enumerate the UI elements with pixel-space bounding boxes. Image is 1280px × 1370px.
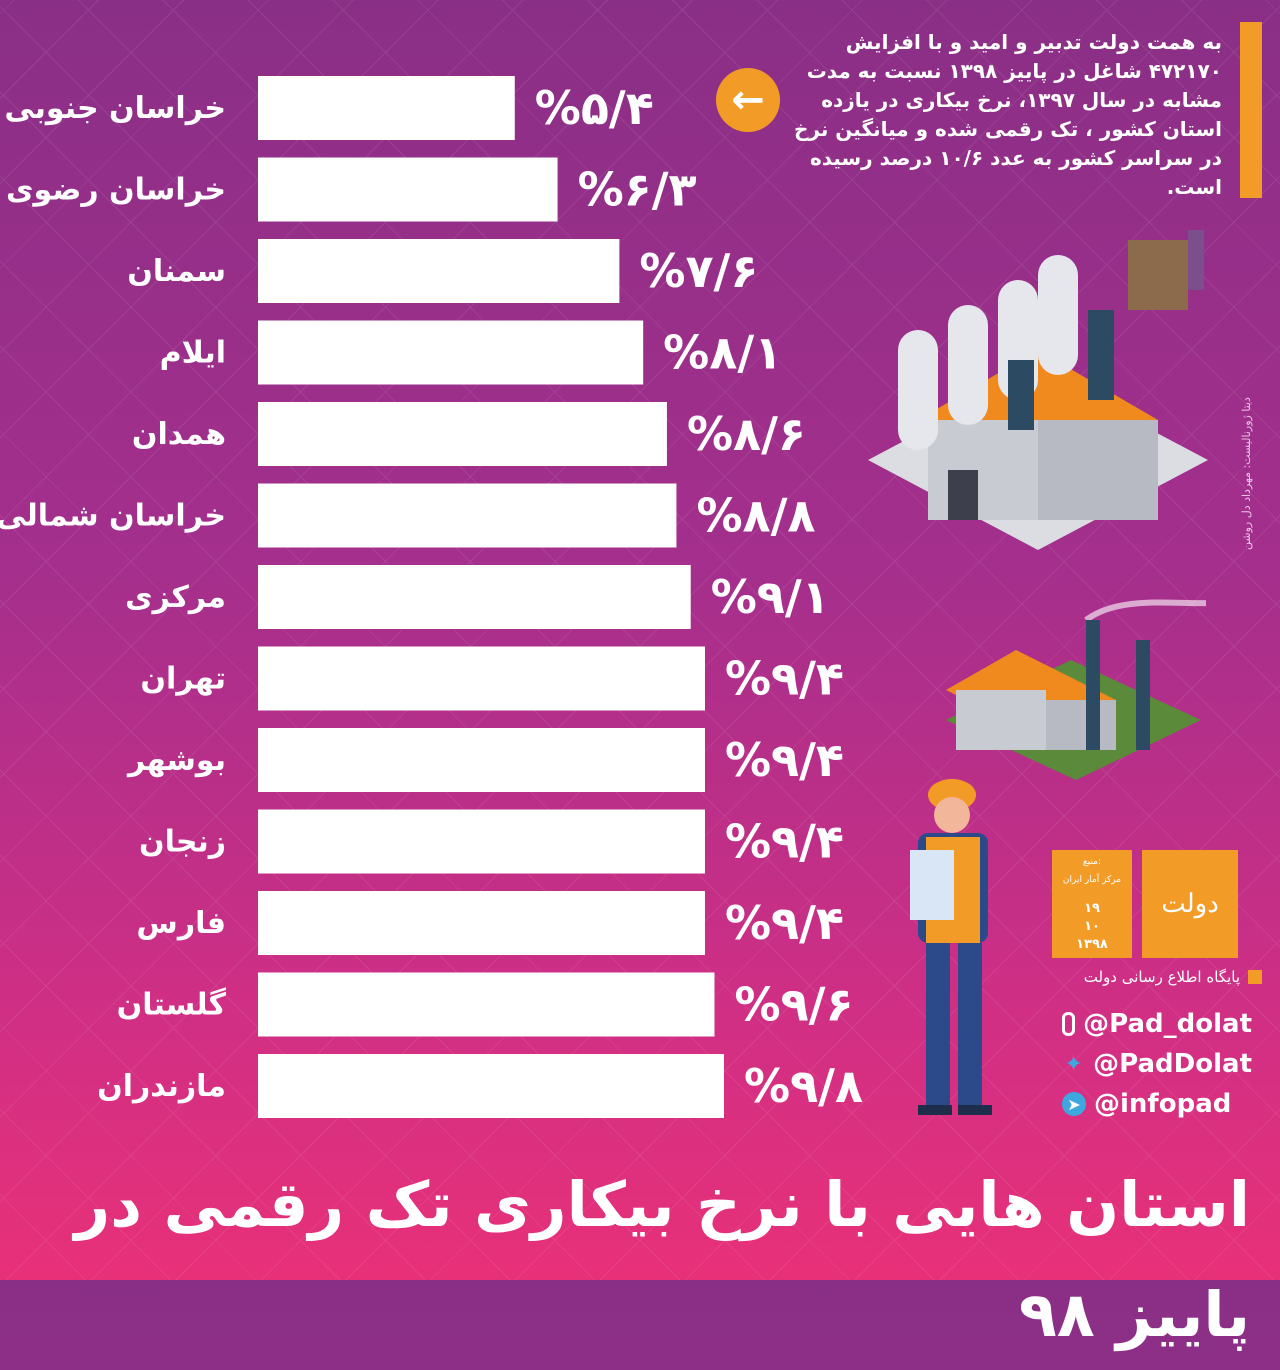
category-label-13: مازندران [97, 1069, 226, 1104]
telegram-handle: @infopad [1094, 1089, 1232, 1119]
telegram-link[interactable]: ➤ @infopad [1062, 1086, 1252, 1122]
bar-7 [258, 565, 691, 629]
source-name: مرکز آمار ایران [1062, 875, 1122, 885]
instagram-link[interactable]: @Pad_dolat [1062, 1006, 1252, 1042]
factory-small-illustration [946, 599, 1206, 780]
factory-illustration [868, 230, 1208, 550]
category-label-9: بوشهر [126, 743, 226, 778]
date-year: ۱۳۹۸ [1076, 937, 1108, 952]
bar-9 [258, 728, 705, 792]
category-label-5: همدان [132, 417, 226, 452]
bar-3 [258, 239, 620, 303]
source-date-box: منبع: مرکز آمار ایران ۱۹ ۱۰ ۱۳۹۸ [1052, 850, 1132, 958]
value-label-2: %۶/۳ [578, 163, 697, 217]
value-label-9: %۹/۴ [725, 733, 844, 787]
value-label-10: %۹/۴ [725, 815, 844, 869]
category-label-1: خراسان جنوبی [4, 91, 226, 126]
category-label-6: خراسان شمالی [0, 499, 226, 534]
value-label-5: %۸/۶ [687, 407, 806, 461]
bar-2 [258, 157, 558, 222]
source-label: منبع: [1082, 857, 1102, 867]
bar-8 [258, 646, 705, 711]
value-label-4: %۸/۱ [663, 326, 782, 380]
bar-chart: خراسان جنوبی %۵/۴ خراسان رضوی %۶/۳ سمنان %۷/۶… [0, 76, 863, 1118]
category-label-4: ایلام [160, 336, 226, 371]
category-label-10: زنجان [139, 825, 226, 860]
intro-text: به همت دولت تدبیر و امید و با افزایش ۴۷۲… [793, 30, 1222, 199]
logo-text: دولت [1161, 889, 1219, 919]
bar-1 [258, 76, 515, 140]
twitter-handle: @PadDolat [1093, 1049, 1252, 1079]
bar-10 [258, 809, 705, 874]
value-label-7: %۹/۱ [711, 570, 830, 624]
worker-illustration [910, 779, 992, 1115]
credit-text: دیتا ژورنالیست: مهرداد دل روشن [1240, 397, 1253, 550]
date-day: ۱۹ [1084, 901, 1100, 916]
value-label-13: %۹/۸ [744, 1059, 863, 1113]
category-label-3: سمنان [127, 254, 226, 289]
bar-4 [258, 320, 644, 385]
value-label-12: %۹/۶ [734, 978, 853, 1032]
bar-11 [258, 891, 705, 955]
category-label-11: فارس [136, 906, 226, 941]
intro-accent-bar [1240, 22, 1262, 198]
twitter-link[interactable]: ✦ @PadDolat [1062, 1046, 1252, 1082]
arrow-left-icon: ← [716, 68, 780, 132]
category-label-8: تهران [140, 662, 226, 697]
value-label-11: %۹/۴ [725, 896, 844, 950]
category-label-12: گلستان [117, 987, 227, 1023]
bar-12 [258, 972, 715, 1037]
value-label-1: %۵/۴ [535, 81, 654, 135]
bar-5 [258, 402, 667, 466]
category-label-7: مرکزی [125, 580, 226, 615]
dolat-logo: دولت [1142, 850, 1238, 958]
instagram-handle: @Pad_dolat [1083, 1009, 1252, 1039]
twitter-icon: ✦ [1064, 1051, 1083, 1077]
value-label-3: %۷/۶ [639, 244, 758, 298]
org-name-row: پایگاه اطلاع رسانی دولت [1062, 968, 1262, 986]
bar-13 [258, 1054, 724, 1118]
value-label-8: %۹/۴ [725, 652, 844, 706]
category-label-2: خراسان رضوی [6, 173, 226, 208]
org-square-icon [1248, 970, 1262, 984]
telegram-icon: ➤ [1062, 1092, 1086, 1116]
instagram-icon [1062, 1012, 1076, 1036]
page-title: استان هایی با نرخ بیکاری تک رقمی در پایی… [74, 1168, 1251, 1351]
org-name: پایگاه اطلاع رسانی دولت [1083, 968, 1240, 986]
bar-6 [258, 483, 677, 548]
date-month: ۱۰ [1084, 919, 1100, 934]
value-label-6: %۸/۸ [696, 489, 815, 543]
